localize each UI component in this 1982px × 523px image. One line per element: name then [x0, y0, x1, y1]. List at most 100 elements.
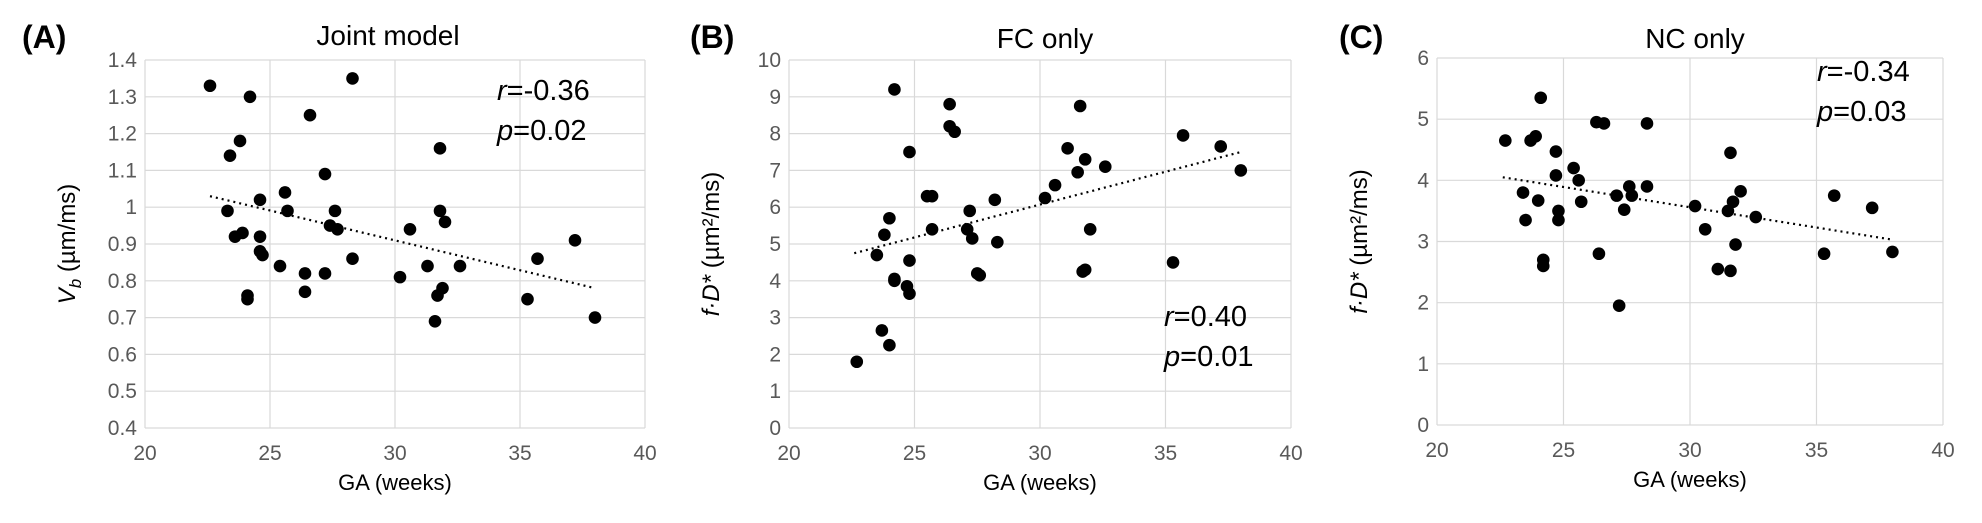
data-point: [256, 248, 269, 262]
y-tick-label: 6: [769, 196, 781, 219]
data-point: [903, 145, 916, 159]
data-point: [1865, 201, 1879, 215]
y-tick-label: 2: [769, 343, 781, 366]
chart-panel-1: 0.4 0.5 0.6 0.7 0.8 0.9 1 1.1 1.2 1.3 1.4 20 25 30 35 4…: [22, 19, 657, 495]
data-point: [1640, 180, 1654, 193]
p-statistic: p=0.02: [496, 115, 587, 147]
data-point: [1688, 199, 1702, 213]
chart-title: FC only: [997, 23, 1093, 54]
y-tick-label: 0.4: [108, 417, 138, 440]
panel-label: (A): [22, 19, 66, 55]
data-point: [875, 324, 889, 337]
data-point: [965, 232, 979, 245]
data-point: [328, 204, 342, 218]
data-point: [298, 285, 312, 299]
data-point: [925, 222, 939, 236]
y-tick-label: 1: [125, 196, 137, 219]
data-point: [1499, 134, 1512, 147]
data-point: [436, 281, 449, 295]
data-point: [1612, 299, 1626, 313]
x-tick-label: 40: [1931, 439, 1954, 462]
y-tick-label: 8: [769, 123, 781, 146]
data-point: [1214, 140, 1228, 153]
data-point: [1176, 129, 1190, 142]
y-tick-label: 1: [769, 380, 781, 403]
x-axis-label: GA (weeks): [1633, 467, 1747, 492]
data-point: [568, 234, 582, 247]
data-point: [870, 248, 884, 262]
data-point: [991, 235, 1004, 249]
data-point: [1592, 247, 1606, 261]
data-point: [1721, 204, 1735, 218]
data-point: [253, 230, 267, 243]
data-point: [236, 226, 249, 240]
data-point: [883, 211, 896, 225]
x-tick-label: 20: [133, 442, 156, 465]
data-point: [1534, 91, 1548, 105]
data-point: [223, 149, 237, 162]
y-tick-label: 3: [769, 307, 781, 330]
data-point: [1567, 161, 1580, 175]
data-point: [588, 311, 602, 324]
data-point: [1724, 146, 1737, 160]
y-tick-label: 0.7: [108, 307, 137, 330]
x-tick-label: 30: [383, 442, 406, 465]
data-point: [1724, 264, 1737, 278]
p-statistic: p=0.03: [1816, 96, 1907, 128]
data-point: [1531, 194, 1545, 207]
p-statistic: p=0.01: [1163, 341, 1254, 373]
data-point: [1817, 247, 1831, 261]
data-point: [303, 108, 317, 122]
x-tick-label: 25: [903, 442, 926, 465]
data-point: [1061, 142, 1074, 155]
data-point: [1572, 174, 1585, 187]
data-point: [1078, 263, 1092, 277]
data-point: [1827, 189, 1841, 202]
x-tick-label: 20: [777, 442, 800, 465]
data-point: [278, 186, 292, 199]
y-tick-label: 5: [1417, 108, 1429, 131]
y-tick-label: 0.9: [108, 233, 137, 256]
y-axis-label: Vb (µm/ms): [54, 184, 85, 305]
data-point: [298, 267, 312, 280]
y-tick-label: 1: [1417, 353, 1429, 376]
data-point: [1552, 213, 1565, 227]
data-point: [888, 274, 901, 288]
x-tick-label: 25: [1552, 439, 1575, 462]
y-tick-label: 1.2: [108, 123, 137, 146]
data-point: [233, 134, 247, 148]
x-tick-label: 25: [258, 442, 281, 465]
data-point: [963, 204, 977, 218]
data-point: [1048, 178, 1062, 192]
data-point: [1610, 189, 1623, 202]
data-point: [531, 252, 544, 266]
chart-title: NC only: [1645, 23, 1745, 54]
data-point: [1726, 195, 1740, 209]
data-point: [960, 222, 974, 236]
data-point: [1549, 145, 1563, 158]
y-tick-label: 6: [1417, 47, 1429, 70]
y-tick-label: 0.8: [108, 270, 137, 293]
data-point: [1552, 204, 1565, 218]
data-point: [850, 355, 864, 369]
chart-panel-2: 0 1 2 3 4 5 6 7 8 9 10 20 25 30 35 40 (B) FC only GA (week…: [690, 19, 1303, 495]
y-tick-label: 10: [758, 49, 781, 72]
x-axis-label: GA (weeks): [338, 470, 452, 495]
y-tick-label: 4: [769, 270, 781, 293]
data-point: [883, 338, 896, 352]
data-point: [1597, 117, 1611, 130]
data-point: [421, 259, 434, 273]
data-point: [943, 97, 956, 111]
data-point: [1711, 262, 1725, 276]
y-tick-label: 0: [1417, 414, 1429, 437]
data-point: [1617, 203, 1631, 216]
chart-panel-3: 0 1 2 3 4 5 6 20 25 30 35 40 (C) NC only GA (weeks) f·D…: [1339, 19, 1955, 492]
data-point: [988, 193, 1002, 207]
data-point: [253, 193, 267, 207]
y-axis-label: f·D* (µm²/ms): [698, 172, 725, 316]
r-statistic: r=0.40: [1164, 301, 1247, 333]
data-point: [973, 268, 987, 282]
data-point: [1886, 245, 1899, 259]
data-point: [521, 292, 534, 306]
